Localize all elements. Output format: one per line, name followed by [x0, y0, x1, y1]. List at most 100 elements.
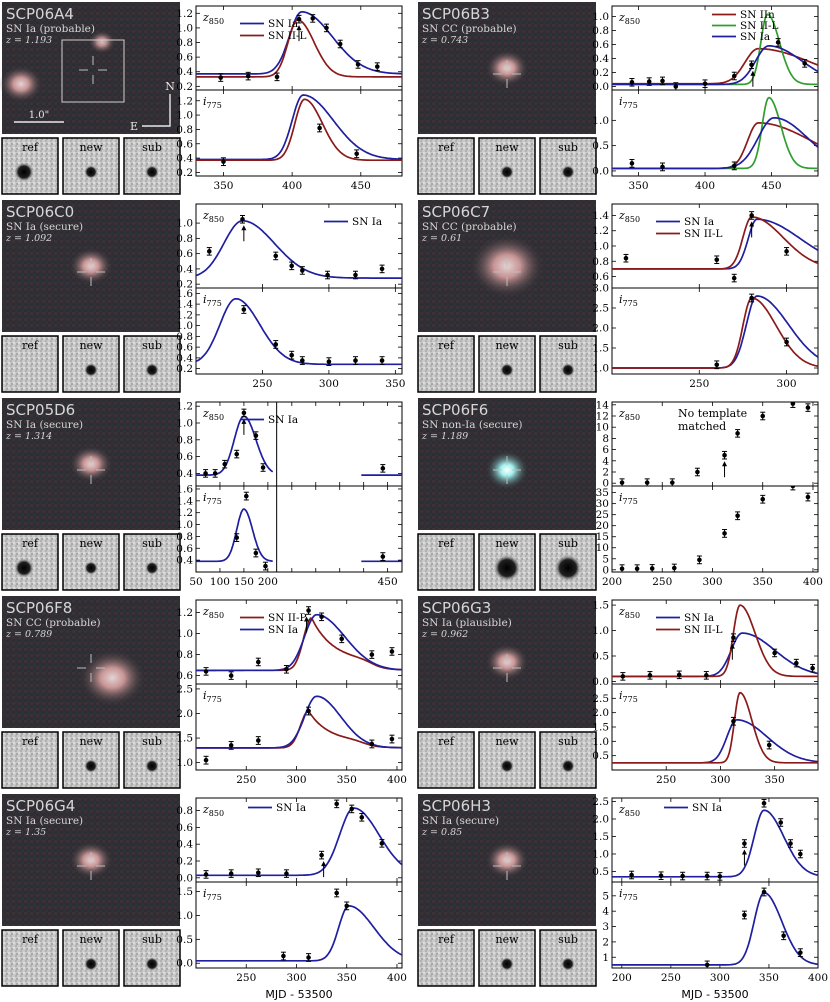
point-marker — [731, 718, 736, 724]
SCP06B3-top-data-point — [731, 71, 737, 81]
SCP06H3-bottom-band-label: i775 — [619, 887, 638, 902]
SCP06B3-top-data-point — [775, 38, 781, 47]
stamp-label-sub: sub — [558, 537, 578, 550]
SCP06C7-bottom-ytick-label: 1.5 — [592, 343, 609, 355]
SCP06B3-top-ytick-label: 0.6 — [592, 39, 609, 51]
point-marker — [660, 78, 665, 84]
point-marker — [761, 889, 767, 895]
SCP06F6-bottom-data-point — [805, 492, 811, 502]
SCP06C7-top-arrow-head — [749, 221, 755, 227]
SCP06G4-top-data-point — [319, 850, 325, 860]
sn-name: SCP06G3 — [422, 599, 491, 617]
SCP06A4-top-band-label: z850 — [202, 11, 224, 26]
SCP06A4-bottom-ytick-label: 0.4 — [176, 153, 193, 165]
stamp-label-sub: sub — [142, 933, 162, 946]
point-marker — [300, 358, 305, 363]
SCP06G4-top-ytick-label: 0.4 — [176, 839, 193, 851]
SCP05D6-top: 0.4 0.6 0.8 1.0 1.2 z850 — [176, 401, 403, 487]
SCP05D6-top-curve-ia — [196, 415, 274, 476]
x-axis-label-2: MJD - 53500 — [681, 988, 748, 1001]
point-marker — [676, 672, 682, 678]
point-marker — [245, 73, 251, 79]
point-marker — [353, 272, 358, 278]
SCP06A4-bottom: 0.2 0.4 0.6 0.8 1.0 1.2 350 400 450 i775 — [176, 89, 403, 192]
SCP06C7-top-ytick-label: 0.8 — [592, 256, 609, 268]
SCP06H3-bottom-curve-ia — [612, 891, 818, 966]
SCP06A4-top-data-point — [218, 73, 224, 82]
SCP06C0-top-data-point — [273, 251, 279, 261]
stamp-label-new: new — [495, 537, 519, 550]
sn-type: SN CC (probable) — [422, 23, 517, 35]
legend-SCP05D6: SN Ia — [240, 414, 298, 426]
point-marker — [379, 358, 385, 363]
point-marker — [379, 266, 385, 272]
SCP06F6-bottom-ytick-label: 30 — [596, 498, 609, 510]
sn-type: SN Ia (secure) — [6, 815, 83, 827]
SCP06C0-bottom-data-point — [299, 356, 305, 365]
stamp-source — [500, 759, 514, 773]
stamp-label-sub: sub — [558, 933, 578, 946]
point-marker — [256, 870, 261, 876]
SCP06C0-bottom-ytick-label: 0.2 — [176, 363, 193, 375]
point-marker — [281, 953, 286, 959]
point-marker — [349, 806, 355, 812]
SCP06F6-bottom-xtick-label: 350 — [753, 576, 773, 588]
SCP06C0-bottom-frame — [195, 287, 403, 375]
sn-type: SN Ia (probable) — [6, 23, 95, 35]
SCP06C0-bottom-band-label: i775 — [203, 293, 222, 308]
point-marker — [326, 359, 332, 364]
SCP06F8-bottom-ytick-label: 1.5 — [176, 733, 193, 745]
point-marker — [775, 40, 781, 45]
stamp-frame — [1, 335, 59, 393]
stamp-label-new: new — [79, 537, 103, 550]
stamp-new: new — [62, 731, 120, 789]
SCP05D6-bottom-xtick-label: 150 — [234, 576, 254, 588]
legend-label: SN Ia — [352, 216, 382, 228]
SCP06C0-top-ytick-label: 0.4 — [176, 263, 193, 275]
SCP06H3-bottom-ytick-label: 1 — [602, 952, 609, 964]
SCP06H3-top-data-point — [797, 849, 803, 859]
SCP05D6-bottom-frame — [195, 485, 403, 573]
stamp-label-new: new — [495, 735, 519, 748]
point-marker — [619, 566, 625, 571]
point-marker — [646, 79, 652, 84]
SCP06B3-bottom-xtick-label: 350 — [629, 180, 649, 192]
SCP06G4-bottom-frame — [195, 881, 403, 969]
SCP06F8-top-ytick-label: 1.0 — [176, 628, 193, 640]
point-marker — [234, 535, 240, 540]
SCP06A4-top-ytick-label: 1.2 — [176, 8, 193, 20]
SCP06H3-top-curve-ia — [612, 809, 818, 878]
point-marker — [389, 736, 395, 742]
SCP06F8-bottom-xtick-label: 350 — [337, 774, 357, 786]
SCP06G3-top-data-point — [676, 670, 682, 680]
stamp-ref: ref — [417, 731, 475, 789]
SCP06C7-top-frame — [611, 203, 819, 289]
point-marker — [658, 873, 664, 878]
SCP06A4-top-data-point — [310, 14, 316, 23]
stamp-sub: sub — [539, 137, 597, 195]
SCP06G4-top-data-point — [203, 870, 209, 879]
SCP06C7-top-data-point — [784, 247, 790, 256]
sn-type: SN Ia (plausible) — [422, 617, 512, 629]
SCP06A4-bottom-data-point — [317, 123, 323, 133]
stamp-new: new — [478, 929, 536, 987]
SCP06H3-bottom: 1 2 3 4 5 200 250 300 350 400 i775 — [602, 881, 828, 984]
SCP06C7-top-data-point — [749, 211, 755, 220]
SCP06F6-bottom-data-point — [696, 555, 702, 565]
SCP06G4-top-ytick-label: 0.0 — [176, 872, 193, 884]
stamp-label-new: new — [79, 933, 103, 946]
point-marker — [289, 352, 294, 358]
stamp-ref: ref — [1, 137, 59, 195]
point-marker — [669, 480, 675, 485]
SCP06C7-top-ytick-label: 1.4 — [592, 210, 609, 222]
SCP06A4-top-data-point — [337, 39, 343, 49]
SCP06C0-bottom-xtick-label: 350 — [385, 378, 405, 390]
SCP06B3-bottom: 0.0 0.5 1.0 350 400 450 i775 — [592, 89, 819, 192]
SCP06C0-bottom-xtick-label: 300 — [319, 378, 339, 390]
SCP06C0-top-data-point — [240, 214, 246, 224]
SCP06F6-top-data-point — [619, 478, 625, 486]
